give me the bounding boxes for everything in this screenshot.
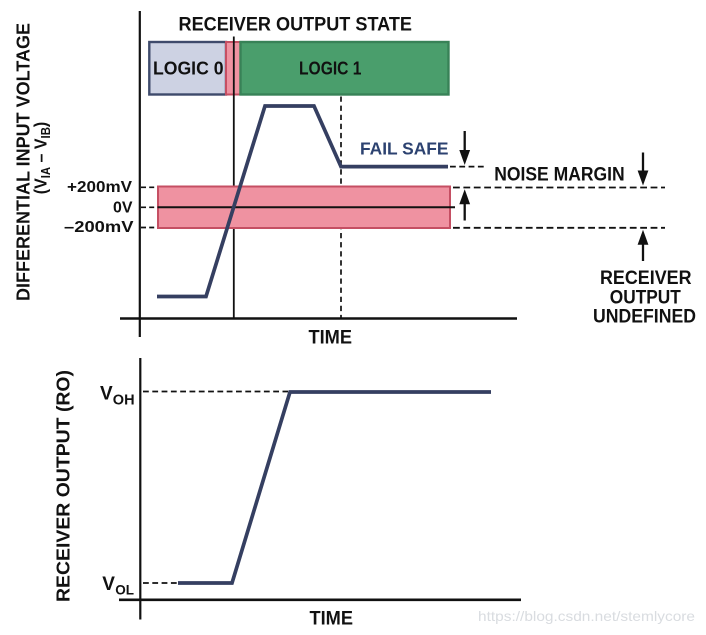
svg-text:NOISE MARGIN: NOISE MARGIN [494, 164, 625, 185]
svg-text:RECEIVER OUTPUT (RO): RECEIVER OUTPUT (RO) [52, 370, 73, 602]
svg-text:LOGIC 0: LOGIC 0 [153, 58, 224, 78]
svg-text:OH: OH [113, 392, 135, 408]
svg-text:LOGIC 1: LOGIC 1 [299, 59, 362, 79]
svg-text:V: V [102, 574, 115, 595]
svg-text:–200mV: –200mV [64, 219, 134, 236]
svg-text:RECEIVER: RECEIVER [600, 268, 692, 289]
svg-text:0V: 0V [113, 199, 133, 216]
svg-text:OUTPUT: OUTPUT [610, 287, 681, 308]
svg-text:FAIL SAFE: FAIL SAFE [360, 139, 449, 159]
svg-text:V: V [100, 383, 113, 404]
svg-text:TIME: TIME [309, 327, 353, 348]
svg-text:DIFFERENTIAL INPUT VOLTAGE: DIFFERENTIAL INPUT VOLTAGE [13, 23, 33, 301]
svg-text:+200mV: +200mV [67, 179, 132, 196]
svg-text:OL: OL [115, 582, 134, 597]
svg-text:https://blog.csdn.net/stemlyco: https://blog.csdn.net/stemlycore [478, 608, 695, 624]
svg-text:UNDEFINED: UNDEFINED [593, 307, 696, 328]
svg-text:TIME: TIME [310, 609, 354, 630]
svg-text:RECEIVER OUTPUT STATE: RECEIVER OUTPUT STATE [179, 14, 413, 35]
